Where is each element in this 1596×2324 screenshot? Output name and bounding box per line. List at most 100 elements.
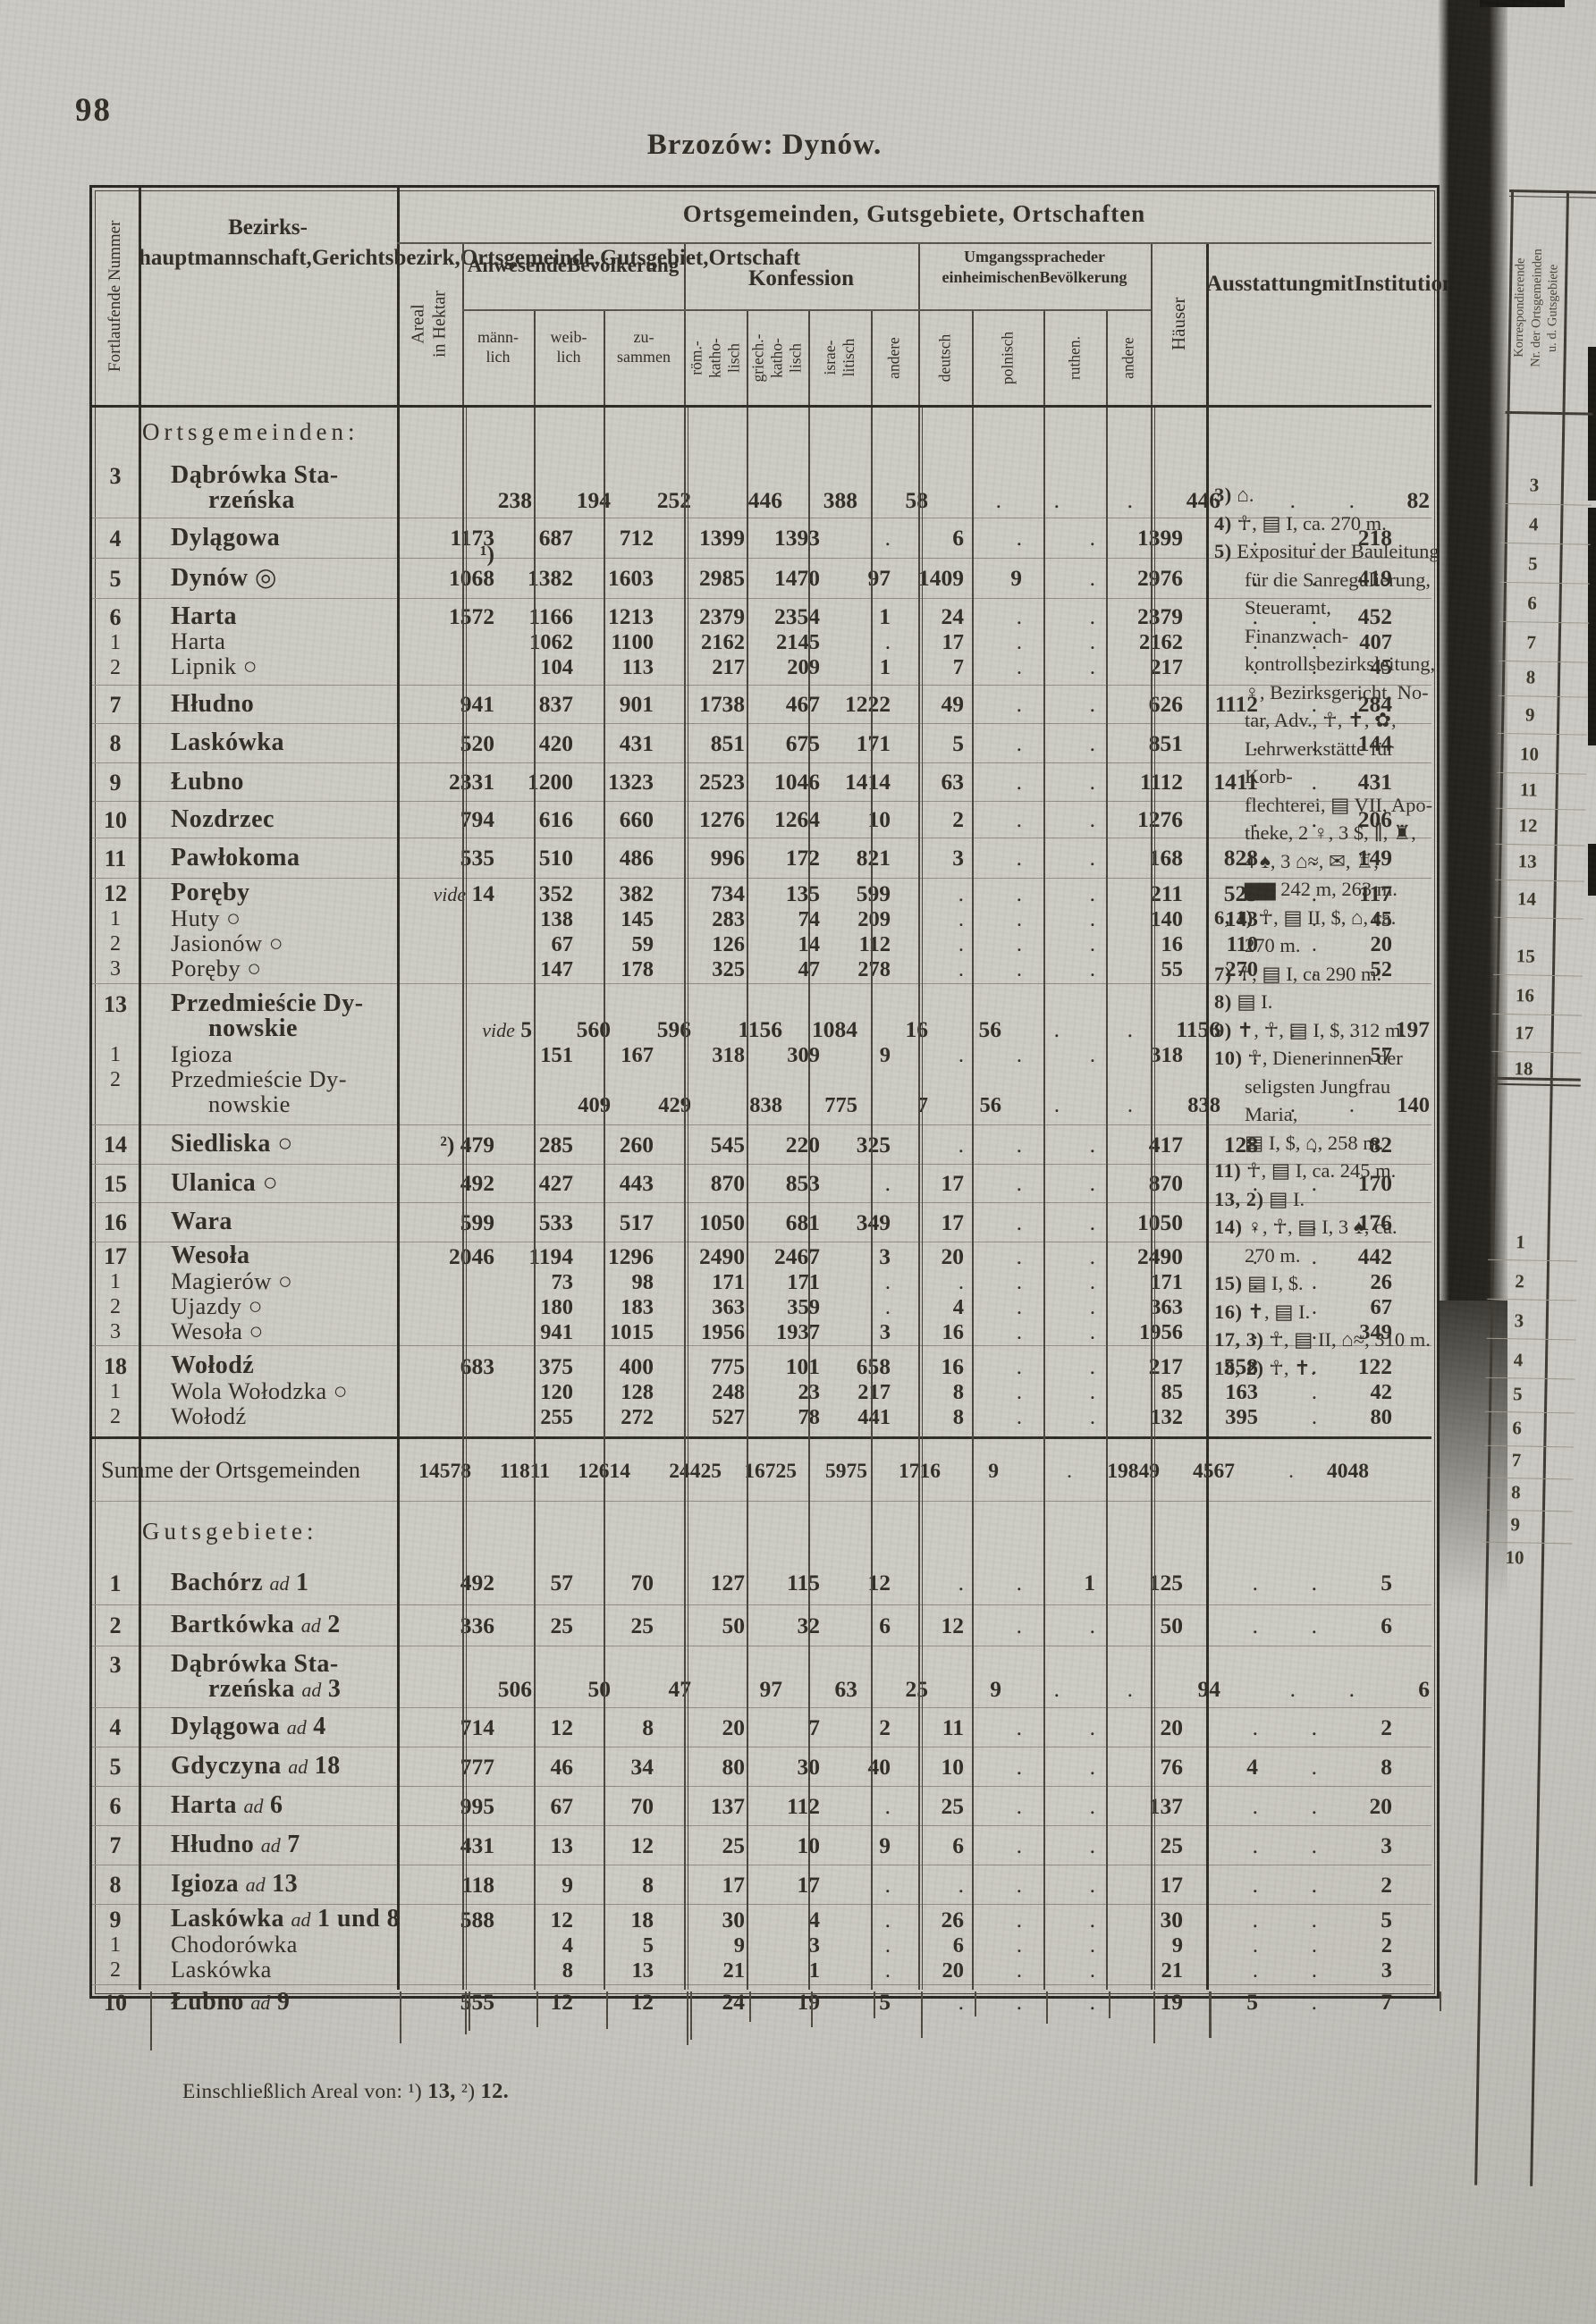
cell-deutsch: .	[1089, 1242, 1095, 1269]
margin-strip-sep	[1496, 807, 1586, 811]
margin-strip-number: 10	[1519, 743, 1540, 765]
cell-name: Pawłokoma	[171, 843, 300, 872]
table-row-group: 9 Laskówka ad 1 und 8 588 12 18 30 4. 26.. 30.. 5…	[92, 1905, 1431, 1985]
cell-konf-andere: .	[1016, 906, 1022, 931]
table-row-group: 9 Łubno 2331 1200 1323 2523 1046 1414 63.. 1112 14…	[92, 763, 1431, 802]
cell-zusammen: 126	[712, 931, 745, 956]
cell-spr-andere: .	[1311, 691, 1317, 718]
cell-haeuser: 2	[1381, 1714, 1392, 1740]
table-row: 10 Łubno ad 9 555 12 12 24 19 5... 19 5. 7	[92, 1988, 1431, 2016]
cell-nummer: 1	[110, 1270, 121, 1294]
margin-strip-number: 3	[1529, 474, 1540, 496]
summe-cell: 16725	[744, 1459, 797, 1483]
cell-griech-kath: 25	[905, 1676, 929, 1703]
grid-vline	[687, 405, 689, 1990]
cell-haeuser: 5	[1381, 1570, 1392, 1596]
cell-maennlich: 194	[576, 487, 611, 514]
cell-maennlich: 687	[538, 525, 573, 552]
cell-nummer: 1	[109, 1570, 122, 1596]
cell-israelitisch: 26	[941, 1906, 965, 1932]
cell-ruthenisch: .	[1252, 1906, 1258, 1932]
cell-areal: 1572	[449, 603, 494, 630]
table-row: 5 Gdyczyna ad 18 777 46 34 80 30 40 10.. 76 4. 8	[92, 1753, 1431, 1780]
cell-nummer: 1	[110, 1380, 121, 1404]
cell-weiblich: 443	[619, 1170, 654, 1197]
cell-ruthenisch: 5	[1246, 1989, 1258, 2016]
cell-konf-andere: .	[1016, 1792, 1022, 1819]
margin-strip-topline	[1509, 189, 1596, 194]
cell-konf-andere: .	[1016, 880, 1022, 906]
cell-spr-andere: .	[1311, 1131, 1317, 1158]
cell-deutsch: .	[1089, 1319, 1095, 1344]
cell-konf-andere: .	[1016, 603, 1022, 630]
cell-zusammen: 21	[722, 1958, 746, 1983]
cell-haeuser: 6	[1381, 1612, 1392, 1638]
cell-ruthenisch: .	[1252, 603, 1258, 630]
cell-griech-kath: 9	[879, 1042, 891, 1067]
cell-nummer: 10	[104, 1989, 127, 2016]
margin-strip-sep	[1499, 620, 1590, 624]
grid-hline	[918, 309, 1151, 311]
cell-areal: ¹) 1068	[449, 541, 494, 592]
cell-konf-andere: 9	[1010, 565, 1022, 592]
header-line: Ortsgemeinde,	[460, 246, 600, 270]
cell-konf-andere: .	[1016, 956, 1022, 981]
cell-name: Bachórz ad 1	[171, 1568, 309, 1596]
cell-griech-kath: .	[884, 1906, 891, 1932]
margin-strip-number: 4	[1528, 513, 1539, 535]
table-row-group: 10 Łubno ad 9 555 12 12 24 19 5... 19 5. 7	[92, 1985, 1431, 2019]
cell-ruthenisch: 143	[1225, 906, 1258, 931]
cell-zusammen: 30	[722, 1906, 746, 1932]
margin-strip-sep	[1482, 1541, 1573, 1545]
cell-roem-kath: 112	[787, 1792, 820, 1819]
cell-nummer: 13	[104, 991, 127, 1018]
margin-strip-doubleline	[1492, 1082, 1581, 1087]
cell-zusammen: 446	[747, 487, 782, 514]
cell-spr-andere: .	[1311, 1242, 1317, 1269]
cell-haeuser: 6	[1418, 1676, 1430, 1703]
cell-deutsch: .	[1089, 655, 1095, 680]
cell-zusammen: 734	[710, 880, 745, 906]
cell-roem-kath: 853	[785, 1170, 820, 1197]
cell-zusammen: 2490	[699, 1242, 745, 1269]
cell-weiblich: 517	[619, 1208, 654, 1235]
summe-cell: 24425	[669, 1459, 722, 1483]
cell-haeuser: 45	[1370, 655, 1393, 680]
cell-polnisch: 1156	[1176, 1015, 1220, 1042]
cell-maennlich: 147	[540, 956, 573, 981]
cell-weiblich: 8	[642, 1871, 654, 1898]
cell-haeuser: 2	[1381, 1932, 1392, 1958]
cell-areal: ²) 479	[440, 1131, 494, 1158]
cell-deutsch: .	[1089, 630, 1095, 655]
cell-ruthenisch: 128	[1223, 1131, 1258, 1158]
table-row: 17 Wesoła 2046 1194 1296 2490 2467 3 20.. 2490.. 4…	[92, 1242, 1431, 1269]
margin-strip-sep	[1487, 1298, 1577, 1301]
table-row: 8 Igioza ad 13 118 9 8 17 17.... 17.. 2	[92, 1871, 1431, 1898]
cell-israelitisch: .	[958, 1989, 964, 2016]
cell-deutsch: .	[1089, 931, 1095, 956]
cell-haeuser: 82	[1406, 487, 1431, 514]
summe-cell: 19849	[1107, 1459, 1160, 1483]
cell-israelitisch: 17	[941, 1208, 965, 1235]
cell-maennlich: 25	[550, 1612, 574, 1638]
cell-maennlich: 46	[550, 1753, 574, 1780]
cell-haeuser: 117	[1359, 880, 1392, 906]
cell-griech-kath: 5	[879, 1989, 891, 2016]
cell-griech-kath: 821	[856, 845, 891, 872]
cell-weiblich: 70	[630, 1570, 654, 1596]
cell-haeuser: 7	[1381, 1989, 1392, 2016]
cell-nummer: 3	[110, 957, 121, 981]
cell-roem-kath: 135	[785, 880, 820, 906]
cell-spr-andere: .	[1311, 1170, 1317, 1197]
cell-griech-kath: 97	[867, 565, 891, 592]
summe-cell: 9	[988, 1459, 999, 1483]
cell-israelitisch: 6	[952, 1831, 964, 1858]
cell-polnisch: 838	[1187, 1092, 1220, 1117]
table-subrow: 2 Lipnik ○ 104 113 217 209 1 7.. 217.. 45	[92, 653, 1431, 680]
cell-konf-andere: .	[1016, 806, 1022, 833]
cell-deutsch: .	[1089, 729, 1095, 756]
cell-maennlich: 50	[587, 1676, 612, 1703]
cell-konf-andere: .	[1016, 1131, 1022, 1158]
cell-name: Łubno	[171, 767, 244, 796]
scan-gutter-shadow-fade	[1438, 1301, 1507, 1604]
